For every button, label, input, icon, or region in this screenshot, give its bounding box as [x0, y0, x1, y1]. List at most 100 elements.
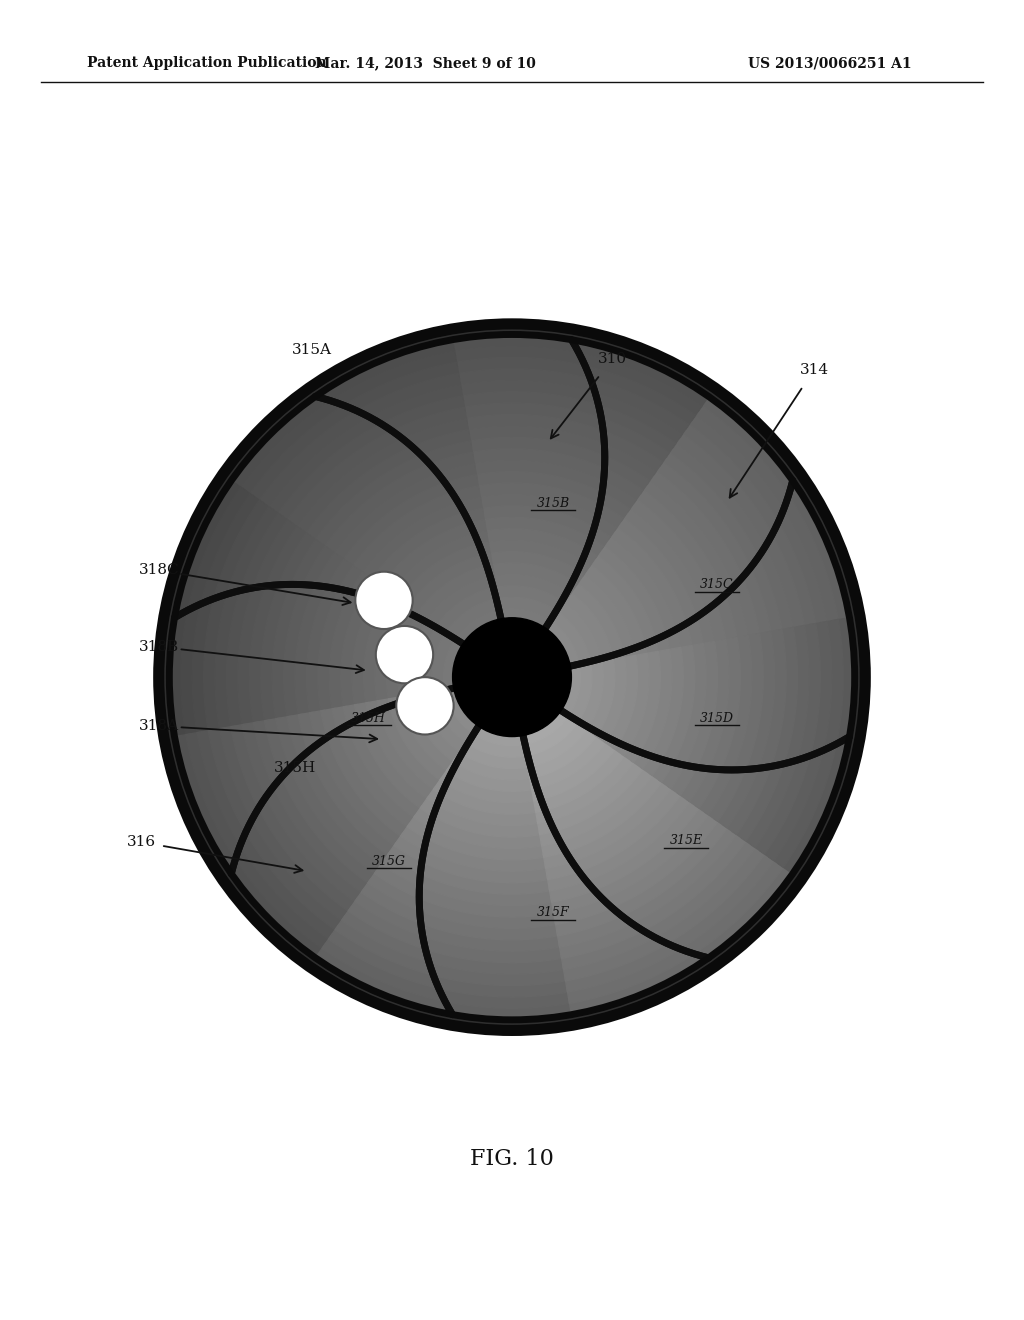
- Wedge shape: [411, 693, 461, 762]
- Circle shape: [215, 380, 809, 974]
- Wedge shape: [653, 462, 771, 635]
- Circle shape: [377, 541, 647, 813]
- Wedge shape: [538, 631, 568, 669]
- Wedge shape: [658, 643, 707, 788]
- Wedge shape: [589, 556, 658, 653]
- Text: 315E: 315E: [670, 834, 702, 847]
- Wedge shape: [279, 396, 465, 523]
- Wedge shape: [455, 346, 702, 420]
- Circle shape: [188, 354, 836, 1001]
- Wedge shape: [543, 780, 671, 869]
- Wedge shape: [504, 631, 539, 649]
- Circle shape: [336, 500, 688, 854]
- Wedge shape: [555, 818, 727, 936]
- Wedge shape: [409, 553, 493, 612]
- Wedge shape: [563, 593, 613, 661]
- Wedge shape: [595, 657, 627, 743]
- Circle shape: [171, 335, 853, 1019]
- Wedge shape: [219, 726, 351, 920]
- Wedge shape: [193, 494, 264, 733]
- Wedge shape: [208, 727, 345, 929]
- Circle shape: [276, 442, 748, 912]
- Wedge shape: [433, 689, 473, 743]
- Circle shape: [506, 672, 518, 682]
- Wedge shape: [264, 718, 377, 883]
- Wedge shape: [498, 597, 558, 622]
- Wedge shape: [381, 851, 552, 906]
- Circle shape: [409, 574, 615, 780]
- Wedge shape: [493, 696, 518, 711]
- Circle shape: [465, 630, 559, 725]
- Wedge shape: [437, 587, 499, 632]
- Wedge shape: [508, 655, 525, 668]
- Wedge shape: [408, 814, 544, 859]
- Wedge shape: [545, 787, 680, 879]
- Wedge shape: [329, 925, 567, 997]
- Wedge shape: [495, 574, 571, 603]
- Wedge shape: [540, 767, 652, 846]
- Wedge shape: [698, 396, 850, 620]
- Circle shape: [256, 421, 768, 933]
- Circle shape: [424, 589, 600, 766]
- Wedge shape: [544, 620, 580, 668]
- Wedge shape: [520, 702, 559, 734]
- Circle shape: [361, 527, 663, 828]
- Circle shape: [179, 345, 845, 1010]
- Circle shape: [250, 416, 774, 939]
- Circle shape: [479, 644, 545, 710]
- Circle shape: [385, 550, 639, 804]
- Circle shape: [294, 459, 730, 895]
- Circle shape: [444, 610, 580, 744]
- Wedge shape: [433, 777, 536, 814]
- Text: Patent Application Publication: Patent Application Publication: [87, 57, 327, 70]
- Wedge shape: [631, 649, 672, 768]
- Wedge shape: [686, 638, 740, 808]
- Wedge shape: [531, 640, 557, 672]
- Circle shape: [453, 618, 571, 737]
- Circle shape: [162, 327, 862, 1027]
- Circle shape: [492, 656, 532, 698]
- Wedge shape: [362, 498, 483, 581]
- Circle shape: [289, 453, 735, 902]
- Text: US 2013/0066251 A1: US 2013/0066251 A1: [748, 57, 911, 70]
- Circle shape: [447, 612, 577, 742]
- Circle shape: [397, 562, 627, 792]
- Wedge shape: [306, 560, 356, 713]
- Wedge shape: [478, 681, 499, 705]
- Wedge shape: [315, 942, 571, 1020]
- Wedge shape: [500, 609, 551, 631]
- Wedge shape: [502, 620, 545, 640]
- Wedge shape: [466, 733, 526, 758]
- Wedge shape: [512, 668, 523, 677]
- Circle shape: [432, 598, 592, 756]
- Wedge shape: [527, 729, 596, 779]
- Wedge shape: [567, 663, 592, 723]
- Wedge shape: [470, 437, 649, 494]
- Wedge shape: [181, 487, 255, 735]
- Circle shape: [368, 533, 656, 821]
- Wedge shape: [510, 665, 518, 677]
- Circle shape: [265, 430, 759, 924]
- Wedge shape: [250, 362, 460, 504]
- Wedge shape: [577, 661, 603, 730]
- Circle shape: [468, 634, 556, 721]
- Wedge shape: [427, 787, 538, 825]
- Circle shape: [314, 480, 710, 874]
- Wedge shape: [560, 838, 756, 970]
- Wedge shape: [751, 623, 820, 854]
- Wedge shape: [321, 709, 410, 837]
- Wedge shape: [478, 657, 494, 684]
- Wedge shape: [549, 667, 569, 710]
- Wedge shape: [457, 358, 695, 429]
- Wedge shape: [377, 698, 441, 789]
- Circle shape: [239, 404, 785, 950]
- Circle shape: [185, 350, 839, 1005]
- Text: 314: 314: [800, 363, 828, 376]
- Wedge shape: [375, 861, 554, 917]
- Wedge shape: [484, 643, 508, 664]
- Wedge shape: [444, 686, 480, 734]
- Wedge shape: [530, 671, 546, 697]
- Circle shape: [303, 469, 721, 886]
- Wedge shape: [456, 685, 486, 723]
- Wedge shape: [489, 664, 503, 681]
